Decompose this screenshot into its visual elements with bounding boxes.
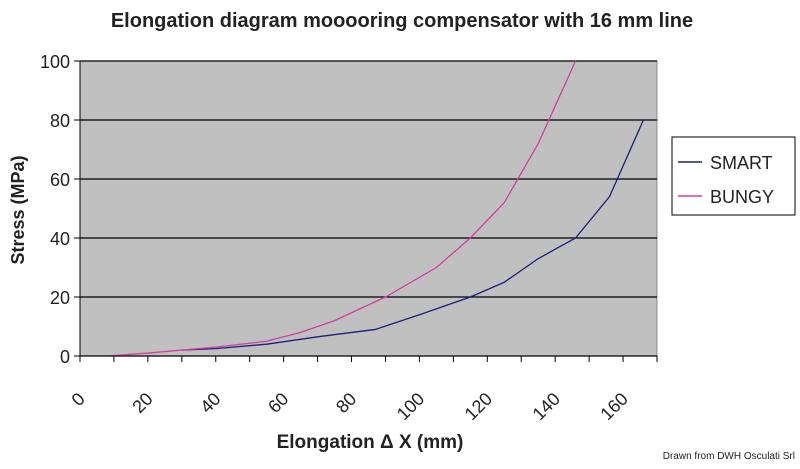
- legend-box: [671, 136, 796, 216]
- x-tick-label: 100: [393, 389, 428, 424]
- series-line-bungy: [107, 60, 577, 357]
- chart-title: Elongation diagram mooooring compensator…: [111, 10, 693, 32]
- y-axis-label: Stress (MPa): [8, 155, 28, 264]
- series-line-smart: [181, 119, 645, 351]
- y-tick-label: 0: [60, 347, 70, 367]
- x-tick-label: 40: [196, 389, 224, 417]
- footer-credit: Drawn from DWH Osculati Srl: [663, 451, 795, 462]
- plot-area: [79, 60, 658, 357]
- y-tick-label: 100: [40, 52, 70, 72]
- x-tick-label: 120: [461, 389, 496, 424]
- legend-label-smart: SMART: [710, 153, 773, 173]
- y-tick-label: 80: [50, 111, 70, 131]
- y-tick-label: 20: [50, 288, 70, 308]
- legend: SMART BUNGY: [671, 136, 796, 216]
- y-tick-label: 60: [50, 170, 70, 190]
- y-tick-label: 40: [50, 229, 70, 249]
- x-tick-label: 140: [529, 389, 564, 424]
- x-tick-label: 80: [332, 389, 360, 417]
- x-axis-label: Elongation Δ X (mm): [277, 432, 464, 453]
- legend-label-bungy: BUNGY: [710, 187, 774, 207]
- x-tick-label: 60: [264, 389, 292, 417]
- x-tick-label: 160: [596, 389, 631, 424]
- x-tick-label: 20: [128, 389, 156, 417]
- x-tick-label: 0: [68, 389, 89, 410]
